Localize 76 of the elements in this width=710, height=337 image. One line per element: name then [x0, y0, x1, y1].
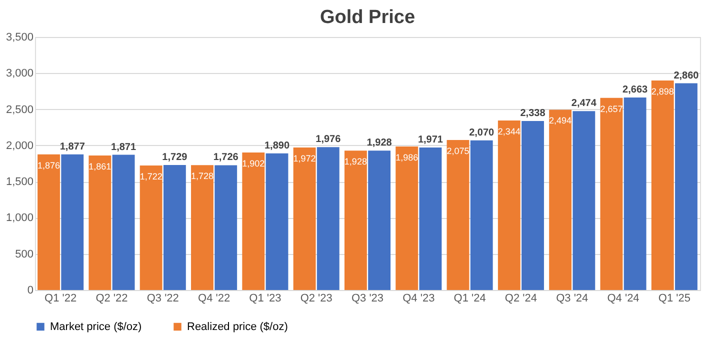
data-label: 2,898	[651, 86, 674, 97]
bar	[470, 140, 493, 290]
x-tick-label: Q2 '24	[504, 292, 537, 304]
bar	[293, 147, 316, 290]
data-label: 1,726	[213, 152, 239, 164]
bar	[38, 154, 60, 290]
x-tick-label: Q4 '22	[198, 292, 230, 304]
data-label: 2,860	[674, 70, 700, 82]
data-label: 2,070	[469, 127, 495, 138]
x-tick-label: Q3 '24	[556, 292, 588, 304]
y-tick-label: 1,000	[6, 212, 34, 224]
bar	[61, 154, 84, 290]
data-label: 1,728	[190, 171, 214, 182]
data-label: 1,890	[264, 140, 290, 152]
y-tick-label: 2,000	[6, 140, 34, 152]
bar	[242, 152, 265, 290]
data-label: 1,871	[111, 142, 136, 153]
bar	[266, 153, 288, 290]
x-tick-label: Q1 '25	[658, 292, 690, 304]
bar	[600, 98, 623, 290]
legend-label: Realized price ($/oz)	[187, 320, 288, 333]
data-label: 1,877	[60, 141, 86, 152]
bar	[368, 150, 391, 290]
x-tick-label: Q2 '22	[96, 292, 128, 304]
bar	[419, 148, 442, 290]
data-label: 2,344	[498, 126, 520, 137]
x-tick-label: Q4 '23	[402, 292, 435, 304]
bar	[549, 110, 572, 290]
data-label: 1,902	[242, 158, 265, 169]
data-label: 2,494	[549, 116, 572, 126]
data-label: 1,976	[316, 134, 342, 146]
bar	[88, 155, 112, 290]
data-label: 1,861	[88, 161, 112, 172]
x-tick-label: Q1 '24	[454, 292, 486, 304]
x-tick-label: Q3 '23	[351, 292, 384, 304]
bar	[344, 150, 367, 290]
data-label: 1,729	[162, 152, 188, 164]
data-label: 1,928	[366, 138, 392, 149]
chart-title: Gold Price	[320, 7, 416, 28]
bar	[112, 154, 135, 290]
bar	[140, 166, 162, 290]
data-label: 1,971	[418, 134, 444, 146]
data-label: 1,972	[293, 153, 316, 164]
y-tick-label: 2,500	[6, 104, 34, 116]
bar	[446, 140, 470, 290]
bar	[316, 147, 340, 290]
bar	[624, 98, 646, 290]
data-label: 2,474	[571, 98, 597, 110]
bar	[396, 146, 418, 290]
data-label: 1,722	[140, 172, 162, 182]
data-label: 1,986	[396, 152, 418, 162]
data-label: 2,075	[446, 146, 470, 156]
bar	[214, 165, 238, 290]
y-tick-label: 3,500	[6, 32, 34, 44]
bar	[572, 111, 596, 290]
legend-label: Market price ($/oz)	[50, 320, 142, 333]
x-tick-label: Q1 '22	[44, 292, 77, 304]
data-label: 1,876	[38, 160, 60, 170]
x-tick-label: Q2 '23	[300, 292, 332, 304]
data-label: 2,338	[520, 108, 546, 119]
bar	[191, 165, 214, 290]
x-tick-label: Q1 '23	[249, 292, 282, 304]
data-label: 1,928	[344, 156, 367, 167]
bar	[675, 83, 698, 290]
y-tick-label: 0	[27, 284, 34, 296]
bar	[163, 165, 186, 290]
x-tick-label: Q3 '22	[146, 292, 179, 304]
y-tick-label: 3,000	[6, 68, 34, 80]
bar	[651, 80, 674, 290]
bar	[522, 120, 544, 290]
y-tick-label: 1,500	[6, 176, 34, 188]
bar	[498, 120, 520, 290]
data-label: 2,663	[622, 84, 648, 96]
x-tick-label: Q4 '24	[607, 292, 640, 304]
data-label: 2,657	[600, 104, 623, 114]
y-tick-label: 500	[15, 248, 34, 260]
